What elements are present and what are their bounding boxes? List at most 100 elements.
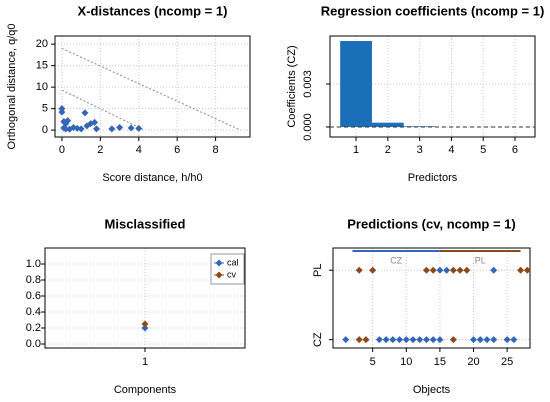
- point: [91, 118, 99, 126]
- bar: [403, 126, 436, 127]
- point: [510, 336, 518, 344]
- point: [449, 336, 457, 344]
- x-tick-label: 2: [97, 144, 103, 156]
- point: [490, 336, 498, 344]
- point: [64, 117, 72, 125]
- y-tick-label: PL: [312, 263, 324, 276]
- x-tick-label: 25: [501, 356, 513, 368]
- x-tick-label: 4: [448, 144, 454, 156]
- point: [523, 266, 531, 274]
- point: [369, 266, 377, 274]
- point: [463, 266, 471, 274]
- point: [116, 124, 124, 132]
- chart-title: X-distances (ncomp = 1): [78, 3, 228, 18]
- bar: [340, 41, 372, 127]
- group-label: CZ: [390, 255, 402, 265]
- point: [503, 336, 511, 344]
- y-tick-label: 0.8: [26, 274, 41, 286]
- point: [141, 324, 149, 332]
- y-tick-label: 0: [42, 124, 48, 136]
- plot-frame: [329, 35, 536, 138]
- group-label: PL: [475, 255, 486, 265]
- x-tick-label: 5: [370, 356, 376, 368]
- point: [436, 266, 444, 274]
- limit-line: [61, 89, 145, 131]
- x-tick-label: 5: [480, 144, 486, 156]
- point: [449, 266, 457, 274]
- point: [483, 336, 491, 344]
- y-tick-label: 5: [42, 103, 48, 115]
- point: [429, 336, 437, 344]
- limit-line: [61, 48, 241, 131]
- x-tick-label: 10: [400, 356, 412, 368]
- point: [389, 336, 397, 344]
- x-tick-label: 2: [385, 144, 391, 156]
- x-axis-label: Score distance, h/h0: [102, 172, 202, 184]
- point: [429, 266, 437, 274]
- x-axis-label: Predictors: [408, 172, 458, 184]
- point: [422, 266, 430, 274]
- y-tick-label: 0.0: [26, 338, 41, 350]
- point: [58, 108, 66, 116]
- point: [127, 124, 135, 132]
- y-axis-label: Coefficients (CZ): [286, 45, 298, 127]
- legend-marker: [215, 271, 223, 279]
- legend-label: cv: [227, 269, 237, 279]
- x-tick-label: 4: [136, 144, 142, 156]
- point: [456, 266, 464, 274]
- y-tick-label: 20: [36, 38, 48, 50]
- x-tick-label: 3: [417, 144, 423, 156]
- point: [342, 336, 350, 344]
- point: [60, 118, 68, 126]
- point: [355, 336, 363, 344]
- x-tick-label: 1: [353, 144, 359, 156]
- y-tick-label: 10: [36, 81, 48, 93]
- x-tick-label: 20: [467, 356, 479, 368]
- plot-frame: [44, 247, 246, 349]
- point: [443, 266, 451, 274]
- y-axis-label: Orthogonal distance, q/q0: [6, 24, 18, 150]
- x-tick-label: 15: [434, 356, 446, 368]
- point: [396, 336, 404, 344]
- legend-label: cal: [227, 257, 239, 267]
- point: [409, 336, 417, 344]
- chart-title: Regression coefficients (ncomp = 1): [321, 3, 545, 18]
- y-tick-label: 0.003: [302, 70, 314, 98]
- legend-box: [210, 253, 245, 285]
- x-tick-label: 8: [213, 144, 219, 156]
- point: [470, 336, 478, 344]
- point: [362, 336, 370, 344]
- y-tick-label: 0.2: [26, 322, 41, 334]
- y-tick-label: 0.6: [26, 290, 41, 302]
- chart-title: Misclassified: [105, 216, 186, 231]
- bar: [371, 122, 404, 127]
- point: [375, 336, 383, 344]
- x-tick-label: 6: [174, 144, 180, 156]
- point: [436, 336, 444, 344]
- y-tick-label: 0.4: [26, 306, 41, 318]
- y-tick-label: 0.000: [302, 113, 314, 141]
- plot-frame: [332, 247, 531, 349]
- point: [490, 266, 498, 274]
- point: [81, 109, 89, 117]
- point: [402, 336, 410, 344]
- point: [416, 336, 424, 344]
- y-tick-label: 15: [36, 60, 48, 72]
- point: [77, 125, 85, 133]
- point: [108, 125, 116, 133]
- point: [476, 336, 484, 344]
- point: [141, 320, 149, 328]
- y-tick-label: 1.0: [26, 258, 41, 270]
- x-tick-label: 1: [142, 356, 148, 368]
- point: [422, 336, 430, 344]
- point: [135, 124, 143, 132]
- point: [517, 266, 525, 274]
- y-tick-label: CZ: [312, 332, 324, 347]
- x-tick-label: 6: [512, 144, 518, 156]
- point: [382, 336, 390, 344]
- x-tick-label: 0: [59, 144, 65, 156]
- point: [355, 266, 363, 274]
- point: [92, 125, 100, 133]
- chart-title: Predictions (cv, ncomp = 1): [347, 216, 515, 231]
